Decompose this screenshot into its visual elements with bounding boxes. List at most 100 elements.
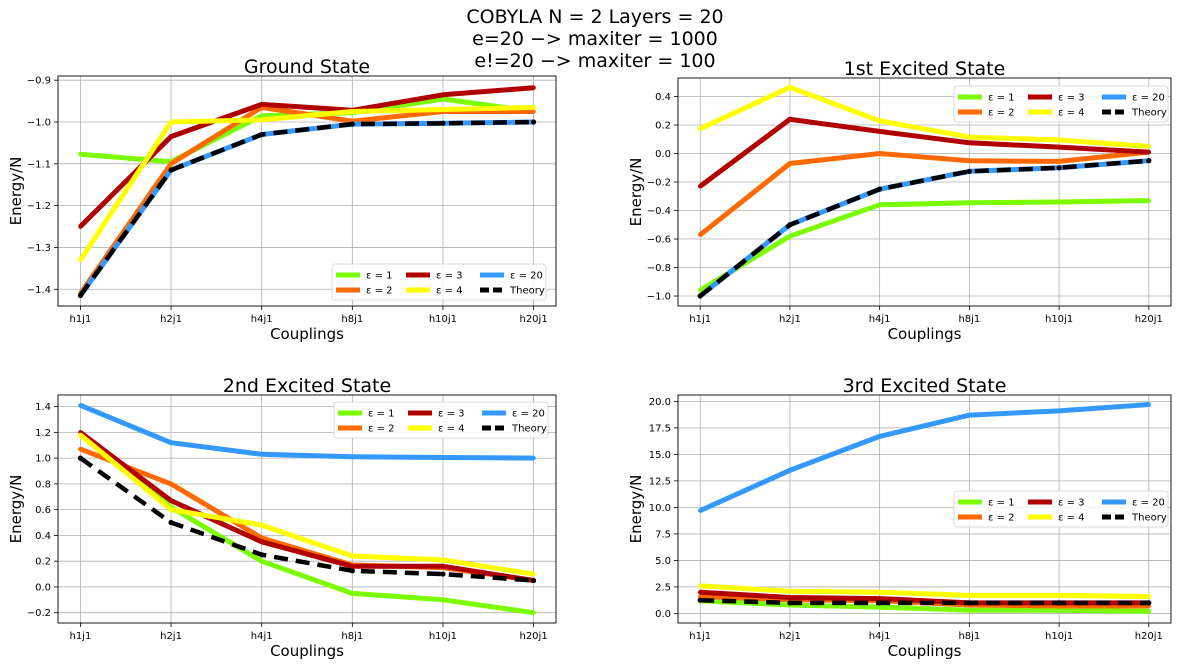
- data-point: [967, 593, 972, 598]
- data-point: [78, 432, 83, 438]
- x-axis-label: Couplings: [270, 325, 344, 343]
- data-point: [168, 440, 174, 445]
- x-tick-label: h20j1: [1135, 631, 1163, 642]
- data-point: [168, 167, 174, 173]
- data-point: [259, 102, 264, 107]
- data-point: [877, 118, 882, 123]
- legend-entry-label: Theory: [1131, 108, 1167, 119]
- x-tick-label: h2j1: [160, 631, 182, 642]
- data-point: [77, 455, 84, 461]
- data-point: [531, 610, 536, 615]
- axes-frame: [57, 75, 557, 307]
- data-point: [531, 105, 536, 110]
- chart-title: 2nd Excited State: [223, 375, 391, 397]
- y-tick-label: 0.0: [655, 609, 671, 620]
- x-tick-label: h20j1: [1135, 314, 1163, 325]
- data-point: [787, 600, 793, 606]
- x-tick-label: h1j1: [69, 314, 91, 325]
- data-point: [259, 539, 264, 545]
- data-point: [1056, 159, 1062, 164]
- data-point: [877, 151, 882, 156]
- y-tick-label: −1.3: [27, 243, 51, 254]
- legend-entry-label: ε = 4: [438, 424, 465, 435]
- series-line: [79, 402, 534, 461]
- series-line: [698, 158, 1149, 298]
- legend-entry-label: ε = 1: [988, 93, 1015, 104]
- data-point: [78, 403, 83, 408]
- data-point: [1146, 600, 1152, 606]
- series-line: [78, 85, 534, 229]
- legend-entry-label: ε = 2: [368, 424, 395, 435]
- data-point: [259, 452, 264, 457]
- legend-entry-label: ε = 1: [988, 498, 1015, 509]
- data-point: [259, 558, 264, 564]
- legend-entry-label: ε = 4: [436, 286, 463, 297]
- x-tick-label: h8j1: [341, 631, 363, 642]
- data-point: [1056, 199, 1062, 205]
- data-point: [697, 594, 703, 599]
- data-point: [531, 571, 536, 577]
- data-point: [168, 507, 174, 512]
- data-point: [350, 109, 355, 114]
- x-tick-label: h10j1: [1045, 631, 1073, 642]
- y-tick-label: 0.0: [35, 582, 51, 593]
- data-point: [967, 608, 972, 613]
- legend-entry-label: ε = 20: [1132, 93, 1165, 104]
- y-tick-label: −0.6: [647, 235, 671, 246]
- data-point: [350, 564, 355, 569]
- chart-panel-3: h1j1 h2j1 h4j1 h8j1 h10j1 h20j1 −0.2 0.0 0.2 0.4 0…: [7, 375, 557, 660]
- data-point: [349, 121, 355, 127]
- data-point: [440, 96, 446, 102]
- data-point: [259, 131, 265, 138]
- y-tick-label: 5.0: [655, 556, 671, 567]
- data-point: [787, 85, 793, 90]
- data-point: [440, 571, 446, 577]
- legend-entry-label: ε = 2: [988, 513, 1015, 524]
- data-point: [531, 455, 536, 461]
- data-point: [440, 597, 446, 603]
- data-point: [697, 583, 703, 589]
- data-point: [877, 129, 882, 134]
- series-line: [78, 119, 534, 297]
- data-point: [1146, 609, 1152, 614]
- y-tick-label: 0.8: [35, 479, 51, 490]
- y-tick-label: 0.2: [655, 121, 671, 132]
- data-point: [440, 107, 446, 112]
- data-point: [259, 522, 264, 528]
- x-tick-label: h2j1: [779, 314, 801, 325]
- x-tick-label: h1j1: [69, 631, 91, 642]
- axes-frame: [677, 77, 1172, 307]
- data-point: [350, 454, 355, 460]
- data-point: [531, 109, 536, 114]
- legend-entry-label: ε = 20: [510, 271, 543, 282]
- legend-entry-label: ε = 3: [436, 271, 463, 282]
- data-point: [259, 113, 264, 118]
- data-point: [1146, 144, 1152, 149]
- chart-panel-2: h1j1 h2j1 h4j1 h8j1 h10j1 h20j1 −1.0 −0.8 −0.6 −0…: [627, 58, 1172, 343]
- data-point: [697, 508, 703, 513]
- x-tick-label: h4j1: [869, 314, 891, 325]
- data-point: [440, 455, 446, 460]
- legend-entry-label: Theory: [1131, 513, 1167, 524]
- y-tick-label: 0.2: [35, 557, 51, 568]
- data-point: [259, 552, 265, 558]
- legend: ε = 1 ε = 2 ε = 3 ε = 4 ε = 20 Theory: [333, 401, 549, 439]
- data-point: [877, 590, 882, 595]
- y-tick-label: 15.0: [649, 450, 671, 461]
- legend-entry-label: ε = 2: [366, 286, 393, 297]
- y-axis-label: Energy/N: [627, 158, 645, 227]
- legend: ε = 1 ε = 2 ε = 3 ε = 4 ε = 20 Theory: [331, 263, 547, 301]
- data-point: [78, 224, 83, 229]
- x-tick-label: h10j1: [1045, 314, 1073, 325]
- y-tick-label: −1.0: [27, 118, 51, 129]
- data-point: [787, 468, 793, 473]
- legend-entry-label: ε = 3: [1058, 93, 1085, 104]
- data-point: [877, 434, 882, 439]
- data-point: [168, 134, 174, 139]
- data-point: [1146, 198, 1152, 203]
- legend-entry-label: ε = 20: [512, 409, 545, 420]
- series-line: [79, 456, 534, 583]
- y-tick-label: 1.2: [35, 428, 51, 439]
- x-tick-label: h10j1: [429, 631, 457, 642]
- data-point: [78, 257, 83, 263]
